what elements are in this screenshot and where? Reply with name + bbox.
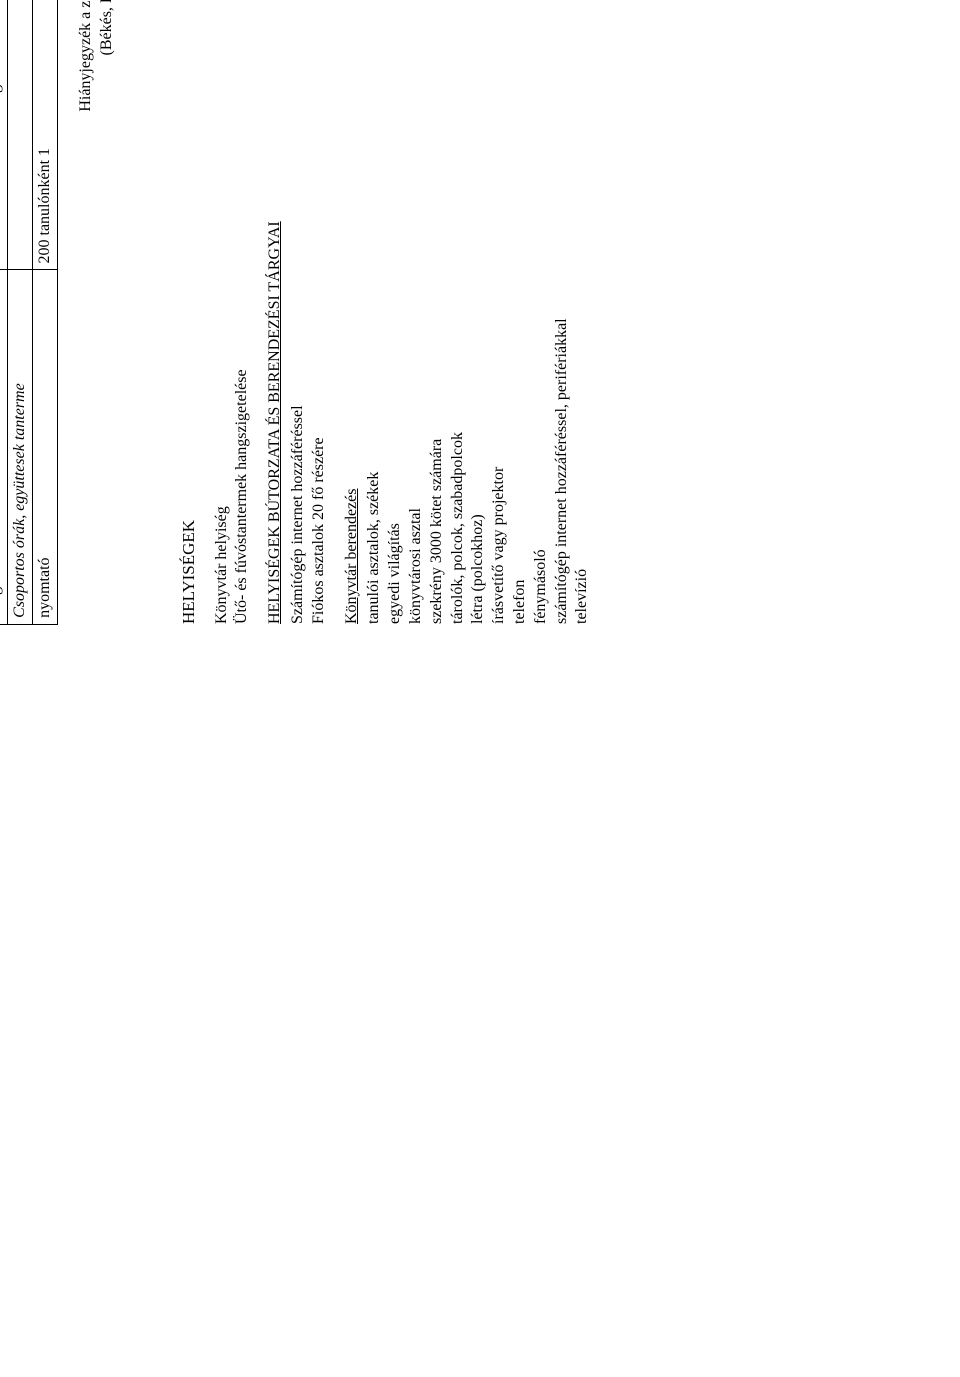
lower-title: HELYISÉGEK (178, 0, 200, 624)
list-item: Számítógép internet hozzáféréssel (288, 0, 309, 624)
list-item: televízió (572, 0, 593, 624)
list-item: fénymásoló (531, 0, 552, 624)
rotated-page: Helyiség- és eszközjegyzék 4.1 AZ EGYES … (0, 0, 593, 680)
list-item: Ütő- és fúvóstantermek hangszigetelése (232, 0, 253, 624)
table-row: nyomtató 200 tanulónként 1 nincs (33, 0, 58, 624)
table-row: hangszertartozékok tanárok létszáma szer… (0, 0, 8, 624)
caption-line2: (Békés, Petőfi u. 1.) (98, 0, 115, 56)
lower-title-2: HELYISÉGEK BÚTORZATA ÉS BERENDEZÉSI TÁRG… (265, 0, 286, 624)
list-item: tárolók, polcok, szabadpolcok (448, 0, 469, 624)
page-viewport: Helyiség- és eszközjegyzék 4.1 AZ EGYES … (0, 0, 960, 1377)
list-item: tanulói asztalok, székek (364, 0, 385, 624)
empty-cell (8, 0, 33, 270)
table-row: Csoportos órák, együttesek tanterme (8, 0, 33, 624)
section-cell: Csoportos órák, együttesek tanterme (8, 270, 33, 624)
caption-line1: Hiányjegyzék a zeneművészeti ághoz (77, 0, 94, 112)
table-caption: Hiányjegyzék a zeneművészeti ághoz (Béké… (76, 0, 118, 680)
list-item: létra (polcokhoz) (468, 0, 489, 624)
cell: hangszertartozékok (0, 270, 8, 624)
lower-subhead: Könyvtár berendezés (342, 0, 363, 624)
list-item: Fiókos asztalok 20 fő részére (309, 0, 330, 624)
list-item: egyedi világítás (385, 0, 406, 624)
list-item: Könyvtár helyiség (212, 0, 233, 624)
list-item: könyvtárosi asztal (406, 0, 427, 624)
cell: 200 tanulónként 1 (33, 0, 58, 270)
lower-block: HELYISÉGEK Könyvtár helyiség Ütő- és fúv… (178, 0, 594, 624)
cell: tanárok létszáma szerint 1 garnitúra éve… (0, 0, 8, 270)
list-item: szekrény 3000 kötet számára (427, 0, 448, 624)
cell: nyomtató (33, 270, 58, 624)
requirements-table: A B C Teljesülés Eszközök, felszerelések… (0, 0, 58, 625)
list-item: számítógép internet hozzáféréssel, perif… (552, 0, 573, 624)
list-item: telefon (510, 0, 531, 624)
list-item: írásvetítő vagy projektor (489, 0, 510, 624)
